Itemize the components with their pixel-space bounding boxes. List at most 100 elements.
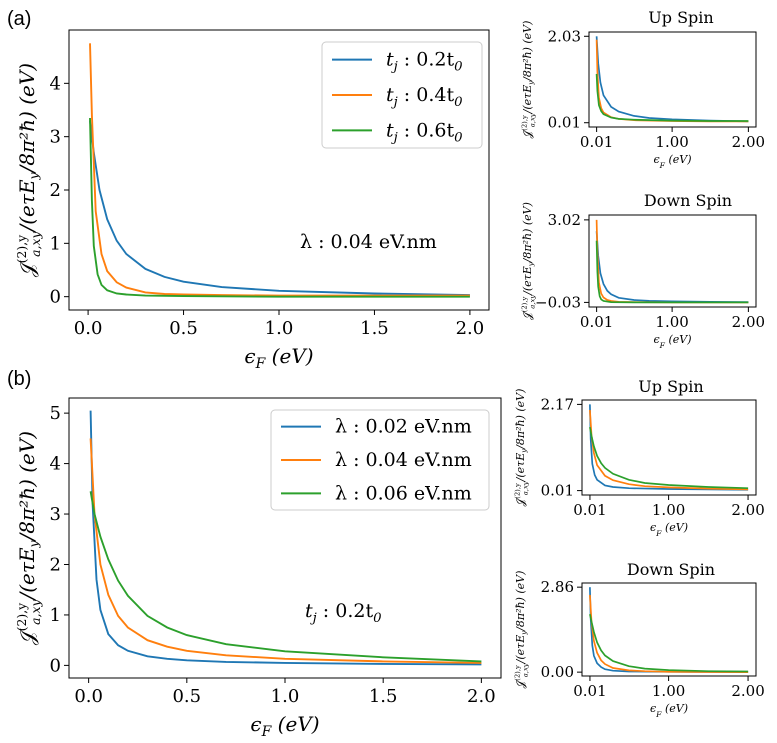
series-line-3 [595,73,749,122]
y-tick-label: −0.03 [535,293,581,311]
y-tick-label: 0.01 [548,114,581,132]
series-line-3 [89,117,470,298]
y-tick-label: 2.17 [541,395,574,413]
series-line-3 [595,240,749,304]
x-tick-label: 0.5 [169,318,198,339]
legend-label-2: λ : 0.04 eV.nm [335,449,472,471]
series-line-2 [595,219,749,304]
chart-b_up: 0.01 1.00 2.00 0.01 2.17 ϵF (eV) 𝒥(2),ya,xy/(e… [514,377,765,538]
x-tick-label: 1.0 [265,318,294,339]
axes-frame [581,399,757,496]
y-tick-label: 0.00 [541,663,574,681]
legend-label-3: tj : 0.6t0​ [386,119,463,145]
series-line-3 [89,491,482,663]
x-tick-label: 2.00 [732,313,765,331]
x-tick-label: 2.00 [731,682,764,700]
x-tick-label: 1.00 [655,313,688,331]
x-tick-label: 0.0 [74,686,103,707]
x-axis-label: ϵF (eV) [653,153,691,170]
series-line-1 [595,36,749,123]
series-line-2 [89,43,470,297]
series-line-2 [589,409,749,491]
y-tick-label: 2 [50,554,61,575]
subplot-title: Down Spin [627,560,715,579]
x-axis-label: ϵF (eV) [653,333,691,350]
legend: tj : 0.2t0​ tj : 0.4t0​ tj : 0.6t0​ [321,41,483,149]
legend-label-1: λ : 0.02 eV.nm [335,416,472,438]
series-line-3 [589,614,749,673]
y-tick-label: 2 [50,180,61,201]
y-axis-label: 𝒥(2),ya,xy/(eτEy/8π²ħ) (eV) [514,571,530,689]
series-line-1 [89,120,470,297]
x-tick-label: 1.5 [360,318,389,339]
x-tick-label: 1.0 [271,686,300,707]
x-tick-label: 0.01 [573,682,606,700]
x-tick-label: 0.01 [580,133,613,151]
y-axis-label: 𝒥(2),ya,xy/(eτEy/8π²ħ) (eV) [14,431,43,645]
chart-b_down: 0.01 1.00 2.00 0.00 2.86 ϵF (eV) 𝒥(2),ya,xy/(e… [514,560,765,719]
chart-annotation: tj : 0.2t0​ [305,600,382,626]
chart-b_main: 0.0 0.5 1.0 1.5 2.0 0 1 2 3 4 5 ϵF (eV) 𝒥(2),ya,xy/(… [14,397,502,740]
series-line-1 [595,231,749,303]
series-line-1 [589,404,749,491]
y-axis-label: 𝒥(2),ya,xy/(eτEy/8π²ħ) (eV) [521,21,537,139]
y-tick-label: 3 [50,504,61,525]
subplot-title: Down Spin [644,191,732,210]
series-line-3 [589,426,749,490]
y-tick-label: 1 [50,233,61,254]
x-tick-label: 0.5 [172,686,201,707]
axes-frame [581,582,757,677]
panel-label-a: (a) [7,8,31,30]
legend-box [321,41,483,149]
x-axis-label: ϵF (eV) [650,521,688,538]
y-tick-label: 0 [50,287,61,308]
x-tick-label: 1.00 [652,501,685,519]
legend: λ : 0.02 eV.nm λ : 0.04 eV.nm λ : 0.06 eV.… [270,409,490,511]
x-tick-label: 2.00 [732,133,765,151]
y-axis-label: 𝒥(2),ya,xy/(eτEy/8π²ħ) (eV) [14,63,43,277]
x-axis-label: ϵF (eV) [250,712,319,740]
y-tick-label: 0.01 [541,482,574,500]
legend-box [270,409,490,511]
chart-a_down: 0.01 1.00 2.00 −0.03 3.02 ϵF (eV) 𝒥(2),ya,xy/(… [521,191,765,350]
series-line-2 [89,438,482,664]
x-tick-label: 1.00 [655,133,688,151]
y-tick-label: 2.03 [548,27,581,45]
series-line-2 [595,39,749,123]
x-tick-label: 0.01 [580,313,613,331]
subplot-title: Up Spin [648,8,713,27]
subplot-title: Up Spin [638,377,703,396]
x-tick-label: 0.01 [573,501,606,519]
chart-a_up: 0.01 1.00 2.00 0.01 2.03 ϵF (eV) 𝒥(2),ya,xy/(e… [521,8,765,170]
x-tick-label: 1.5 [369,686,398,707]
legend-label-3: λ : 0.06 eV.nm [335,482,472,504]
series-line-1 [89,410,482,666]
y-tick-label: 4 [50,73,61,94]
y-axis-label: 𝒥(2),ya,xy/(eτEy/8π²ħ) (eV) [521,202,537,320]
series-line-1 [589,587,749,673]
y-tick-label: 2.86 [541,578,574,596]
x-tick-label: 0.0 [74,318,103,339]
chart-a_main: 0.0 0.5 1.0 1.5 2.0 0 1 2 3 4 ϵF (eV) 𝒥(2),ya,xy/(e… [14,29,490,372]
x-tick-label: 2.0 [456,318,485,339]
series-line-2 [589,594,749,673]
x-axis-label: ϵF (eV) [244,344,313,372]
y-tick-label: 4 [50,454,61,475]
axes-frame [588,31,757,128]
y-tick-label: 5 [50,403,61,424]
y-tick-label: 3.02 [548,211,581,229]
legend-label-1: tj : 0.2t0​ [386,49,463,75]
legend-label-2: tj : 0.4t0​ [386,84,463,110]
y-tick-label: 3 [50,127,61,148]
y-tick-label: 1 [50,605,61,626]
x-tick-label: 2.00 [731,501,764,519]
chart-annotation: λ : 0.04 eV.nm [300,231,437,253]
x-tick-label: 2.0 [467,686,496,707]
panel-label-b: (b) [7,368,31,390]
x-tick-label: 1.00 [652,682,685,700]
x-axis-label: ϵF (eV) [650,702,688,719]
y-tick-label: 0 [50,655,61,676]
axes-frame [588,214,757,308]
y-axis-label: 𝒥(2),ya,xy/(eτEy/8π²ħ) (eV) [514,389,530,507]
